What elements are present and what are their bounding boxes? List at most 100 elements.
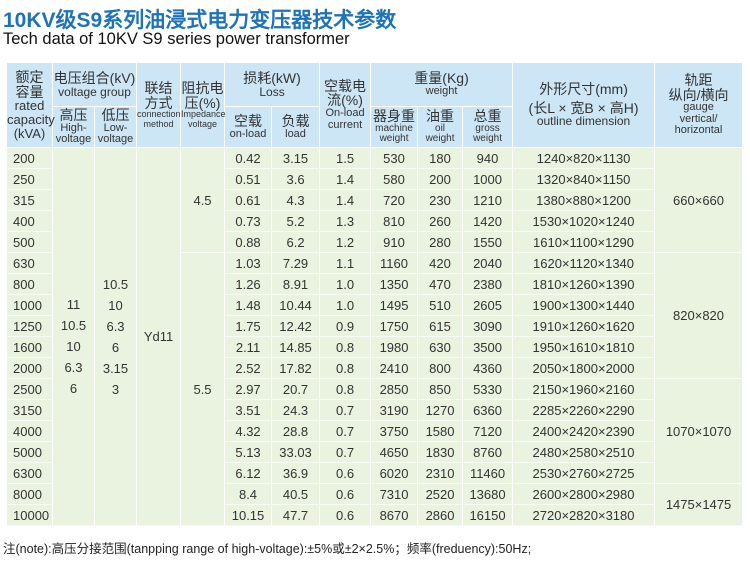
load-loss-cell: 3.6 — [271, 168, 321, 190]
gross-weight-cell: 2380 — [462, 273, 514, 295]
connection-cell: Yd11 — [136, 147, 182, 526]
table-row: 250 0.51 3.6 1.4 580 200 1000 1320×840×1150 — [6, 168, 743, 190]
current-cell: 0.7 — [319, 420, 372, 442]
dimension-cell: 1950×1610×1810 — [512, 336, 656, 358]
header-noload-loss: 空载 on-load — [224, 106, 273, 148]
dimension-cell: 2480×2580×2510 — [512, 441, 656, 463]
capacity-cell: 6300 — [6, 462, 53, 484]
machine-weight-cell: 6020 — [370, 462, 419, 484]
machine-weight-cell: 3190 — [370, 399, 419, 421]
table-row: 200 11 10.5 10 6.3 6 10.5 10 6.3 6 3.15 3 Yd11 4.5 0.4… — [6, 147, 744, 526]
gauge-cell: 820×820 — [654, 252, 744, 379]
current-cell: 1.4 — [319, 189, 372, 211]
gross-weight-cell: 3090 — [462, 315, 514, 337]
oil-weight-cell: 1270 — [417, 399, 464, 421]
noload-loss-cell: 5.13 — [224, 441, 273, 463]
oil-weight-cell: 420 — [417, 252, 464, 274]
gross-weight-cell: 2605 — [462, 294, 514, 316]
dimension-cell: 2150×1960×2160 — [512, 378, 656, 400]
oil-weight-cell: 230 — [417, 189, 464, 211]
oil-weight-cell: 260 — [417, 210, 464, 232]
capacity-cell: 5000 — [6, 441, 53, 463]
oil-weight-cell: 1580 — [417, 420, 464, 442]
oil-weight-cell: 2520 — [417, 483, 464, 505]
header-capacity: 额定 容量 rated capacity (kVA) — [6, 62, 55, 148]
current-cell: 0.6 — [319, 504, 372, 526]
header-gross-weight: 总重 gross weight — [462, 106, 514, 148]
table-body: 200 11 10.5 10 6.3 6 10.5 10 6.3 6 3.15 3 Yd11 4.5 0.4… — [6, 147, 744, 526]
load-loss-cell: 28.8 — [271, 420, 321, 442]
header-current: 空载电 流(%) On-load current — [319, 62, 372, 148]
table-row: 5000 5.13 33.03 0.7 4650 1830 8760 2480×2580×25… — [6, 441, 743, 463]
table-row: 630 5.5 1.03 7.29 1.1 1160 420 2040 1620×1120×13… — [6, 252, 744, 526]
current-cell: 1.3 — [319, 210, 372, 232]
current-cell: 0.6 — [319, 483, 372, 505]
header-machine-weight: 器身重 machine weight — [370, 106, 419, 148]
current-cell: 0.7 — [319, 399, 372, 421]
load-loss-cell: 6.2 — [271, 231, 321, 253]
machine-weight-cell: 4650 — [370, 441, 419, 463]
gross-weight-cell: 11460 — [462, 462, 514, 484]
capacity-cell: 200 — [6, 147, 53, 169]
gross-weight-cell: 16150 — [462, 504, 514, 526]
oil-weight-cell: 280 — [417, 231, 464, 253]
oil-weight-cell: 850 — [417, 378, 464, 400]
current-cell: 1.4 — [319, 168, 372, 190]
noload-loss-cell: 0.88 — [224, 231, 273, 253]
load-loss-cell: 24.3 — [271, 399, 321, 421]
load-loss-cell: 12.42 — [271, 315, 321, 337]
dimension-cell: 1530×1020×1240 — [512, 210, 656, 232]
dimension-cell: 2050×1800×2000 — [512, 357, 656, 379]
header-high-voltage: 高压 High-voltage — [52, 106, 95, 148]
table-row: 1000 1.48 10.44 1.0 1495 510 2605 1900×1300×144… — [6, 294, 743, 316]
noload-loss-cell: 0.42 — [224, 147, 273, 169]
page-title: 10KV级S9系列油浸式电力变压器技术参数 — [3, 9, 397, 32]
gauge-cell: 1475×1475 — [654, 483, 744, 526]
dimension-cell: 2720×2820×3180 — [512, 504, 656, 526]
noload-loss-cell: 3.51 — [224, 399, 273, 421]
gauge-cell: 660×660 — [654, 147, 744, 253]
gross-weight-cell: 6360 — [462, 399, 514, 421]
machine-weight-cell: 810 — [370, 210, 419, 232]
table-row: 1600 2.11 14.85 0.8 1980 630 3500 1950×1610×181… — [6, 336, 743, 358]
dimension-cell: 2285×2260×2290 — [512, 399, 656, 421]
gross-weight-cell: 3500 — [462, 336, 514, 358]
load-loss-cell: 47.7 — [271, 504, 321, 526]
capacity-cell: 2500 — [6, 378, 53, 400]
header-loss: 损耗(kW) Loss — [224, 62, 321, 107]
header-dimension: 外形尺寸(mm) (长L × 宽B × 高H) outline dimension — [512, 62, 656, 148]
gross-weight-cell: 7120 — [462, 420, 514, 442]
noload-loss-cell: 0.61 — [224, 189, 273, 211]
load-loss-cell: 3.15 — [271, 147, 321, 169]
noload-loss-cell: 8.4 — [224, 483, 273, 505]
current-cell: 0.6 — [319, 462, 372, 484]
capacity-cell: 10000 — [6, 504, 53, 526]
gross-weight-cell: 1420 — [462, 210, 514, 232]
oil-weight-cell: 2860 — [417, 504, 464, 526]
noload-loss-cell: 2.52 — [224, 357, 273, 379]
dimension-cell: 1380×880×1200 — [512, 189, 656, 211]
load-loss-cell: 8.91 — [271, 273, 321, 295]
capacity-cell: 3150 — [6, 399, 53, 421]
table-row: 800 1.26 8.91 1.0 1350 470 2380 1810×1260×1390 — [6, 273, 743, 295]
capacity-cell: 1600 — [6, 336, 53, 358]
load-loss-cell: 10.44 — [271, 294, 321, 316]
dimension-cell: 1620×1120×1340 — [512, 252, 656, 274]
capacity-cell: 800 — [6, 273, 53, 295]
gross-weight-cell: 5330 — [462, 378, 514, 400]
table-row: 1250 1.75 12.42 0.9 1750 615 3090 1910×1260×162… — [6, 315, 743, 337]
capacity-cell: 4000 — [6, 420, 53, 442]
gross-weight-cell: 1210 — [462, 189, 514, 211]
dimension-cell: 2600×2800×2980 — [512, 483, 656, 505]
footnote: 注(note):高压分接范围(tanpping range of high-vo… — [3, 542, 532, 556]
machine-weight-cell: 7310 — [370, 483, 419, 505]
impedance-cell: 4.5 — [180, 147, 226, 253]
current-cell: 1.2 — [319, 231, 372, 253]
load-loss-cell: 40.5 — [271, 483, 321, 505]
load-loss-cell: 33.03 — [271, 441, 321, 463]
current-cell: 0.7 — [319, 441, 372, 463]
machine-weight-cell: 2850 — [370, 378, 419, 400]
machine-weight-cell: 1750 — [370, 315, 419, 337]
machine-weight-cell: 1160 — [370, 252, 419, 274]
table-row: 8000 8.4 40.5 0.6 7310 2520 13680 2600×2800×298… — [6, 483, 744, 526]
